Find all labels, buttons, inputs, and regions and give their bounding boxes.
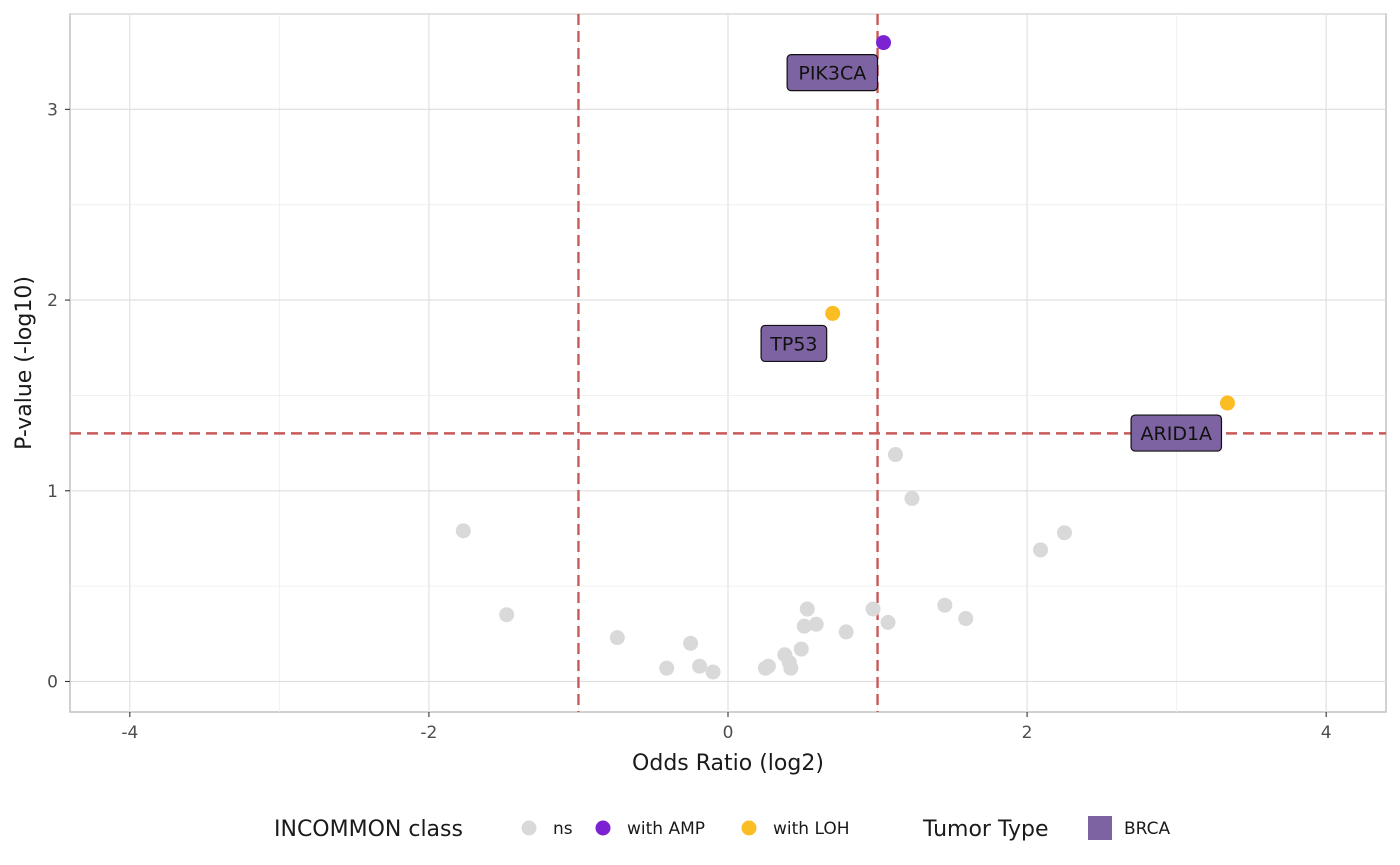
data-point xyxy=(865,601,881,617)
data-point xyxy=(659,660,675,676)
data-point xyxy=(796,618,812,634)
data-point xyxy=(760,658,776,674)
legend-entry-label: with AMP xyxy=(627,819,705,839)
data-point xyxy=(683,635,699,651)
y-axis-title: P-value (-log10) xyxy=(12,276,37,450)
legend-key-tumor xyxy=(1088,816,1112,840)
data-point xyxy=(455,523,471,539)
data-point xyxy=(876,35,892,51)
gene-label: ARID1A xyxy=(1130,414,1223,452)
gene-label-box xyxy=(1130,414,1223,452)
gene-label: TP53 xyxy=(760,324,828,363)
legend-class-title: INCOMMON class xyxy=(274,817,463,842)
data-point xyxy=(887,447,903,463)
data-point xyxy=(705,664,721,680)
legend-key-ns xyxy=(521,820,537,836)
data-point xyxy=(783,660,799,676)
gene-label-box xyxy=(760,324,828,363)
data-point xyxy=(838,624,854,640)
data-points xyxy=(455,35,1235,680)
legend: INCOMMON class Tumor Type ns with AMP with… xyxy=(274,816,1170,842)
x-tick-label: -2 xyxy=(420,723,437,743)
x-axis-ticks: -4 -2 0 2 4 xyxy=(121,712,1332,743)
data-point xyxy=(880,614,896,630)
x-tick-label: 4 xyxy=(1321,723,1332,743)
data-point xyxy=(1056,525,1072,541)
data-point xyxy=(808,616,824,632)
x-axis-title: Odds Ratio (log2) xyxy=(632,751,824,776)
y-tick-label: 0 xyxy=(47,672,58,692)
data-point xyxy=(1033,542,1049,558)
gene-label-text: PIK3CA xyxy=(798,63,866,85)
data-point xyxy=(958,611,974,627)
data-point xyxy=(825,305,841,321)
data-point xyxy=(692,658,708,674)
data-point xyxy=(904,490,920,506)
y-tick-label: 3 xyxy=(47,100,58,120)
data-point xyxy=(937,597,953,613)
legend-entry-label: ns xyxy=(553,819,573,839)
data-point xyxy=(793,641,809,657)
y-axis-ticks: 0 1 2 3 xyxy=(47,100,70,692)
legend-entry-label: with LOH xyxy=(773,819,850,839)
y-tick-label: 2 xyxy=(47,291,58,311)
data-point xyxy=(609,630,625,646)
legend-key-with-amp xyxy=(595,820,611,836)
x-tick-label: -4 xyxy=(121,723,138,743)
gene-label: PIK3CA xyxy=(786,54,879,92)
legend-entry-label: BRCA xyxy=(1124,819,1170,839)
y-tick-label: 1 xyxy=(47,482,58,502)
gene-label-text: ARID1A xyxy=(1141,423,1213,445)
data-point xyxy=(799,601,815,617)
legend-tumor-title: Tumor Type xyxy=(922,817,1049,842)
legend-key-with-loh xyxy=(741,820,757,836)
data-point xyxy=(499,607,515,623)
data-point xyxy=(1219,395,1235,411)
x-tick-label: 2 xyxy=(1022,723,1033,743)
gene-labels: PIK3CA TP53 ARID1A xyxy=(760,54,1223,452)
gene-label-box xyxy=(786,54,879,92)
gene-label-text: TP53 xyxy=(769,333,817,355)
x-tick-label: 0 xyxy=(723,723,734,743)
